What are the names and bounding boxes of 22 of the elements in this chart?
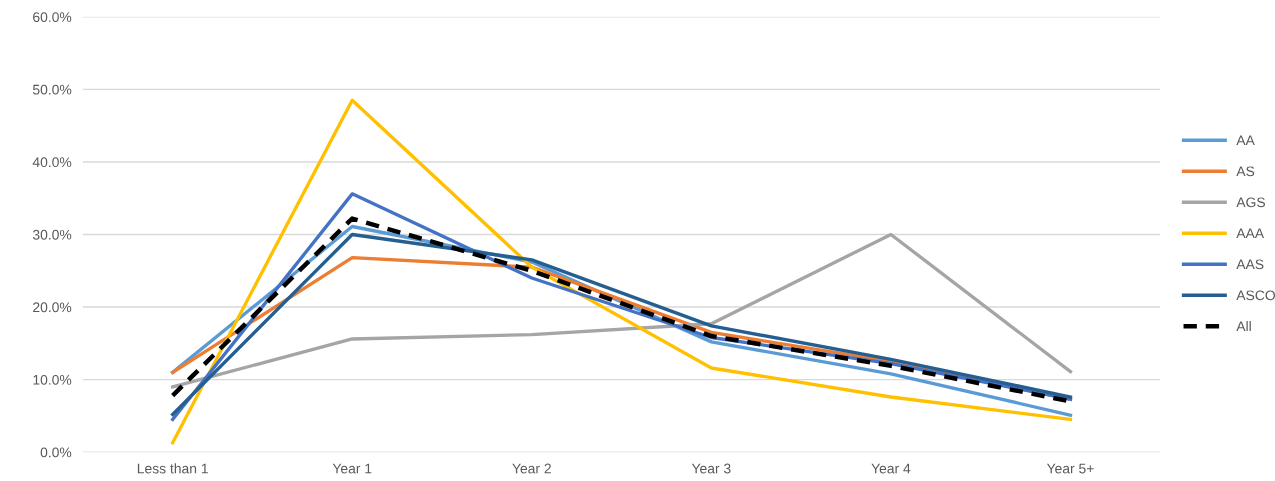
legend-label: AA [1236, 135, 1255, 146]
legend-label: AAS [1236, 259, 1264, 270]
y-tick-label: 40.0% [32, 157, 72, 168]
y-tick-label: 50.0% [32, 84, 72, 95]
line-series [170, 232, 1073, 389]
legend-label: All [1236, 321, 1251, 332]
x-tick-label: Year 3 [691, 463, 731, 474]
x-tick-label: Less than 1 [137, 463, 208, 474]
x-tick-label: Year 4 [871, 463, 911, 474]
line-series [170, 98, 1073, 445]
legend-label: AS [1236, 166, 1255, 177]
y-tick-label: 60.0% [33, 12, 72, 22]
y-tick-label: 20.0% [33, 302, 72, 313]
y-tick-label: 30.0% [32, 229, 72, 240]
legend-label: AAA [1236, 228, 1265, 239]
y-tick-label: 10.0% [33, 374, 72, 385]
x-tick-label: Year 5+ [1046, 463, 1094, 474]
x-tick-label: Year 1 [332, 463, 372, 474]
legend-label: ASCO [1236, 290, 1275, 301]
legend-label: AGS [1236, 197, 1265, 208]
y-tick-label: 0.0% [40, 447, 72, 458]
x-tick-label: Year 2 [512, 463, 551, 474]
